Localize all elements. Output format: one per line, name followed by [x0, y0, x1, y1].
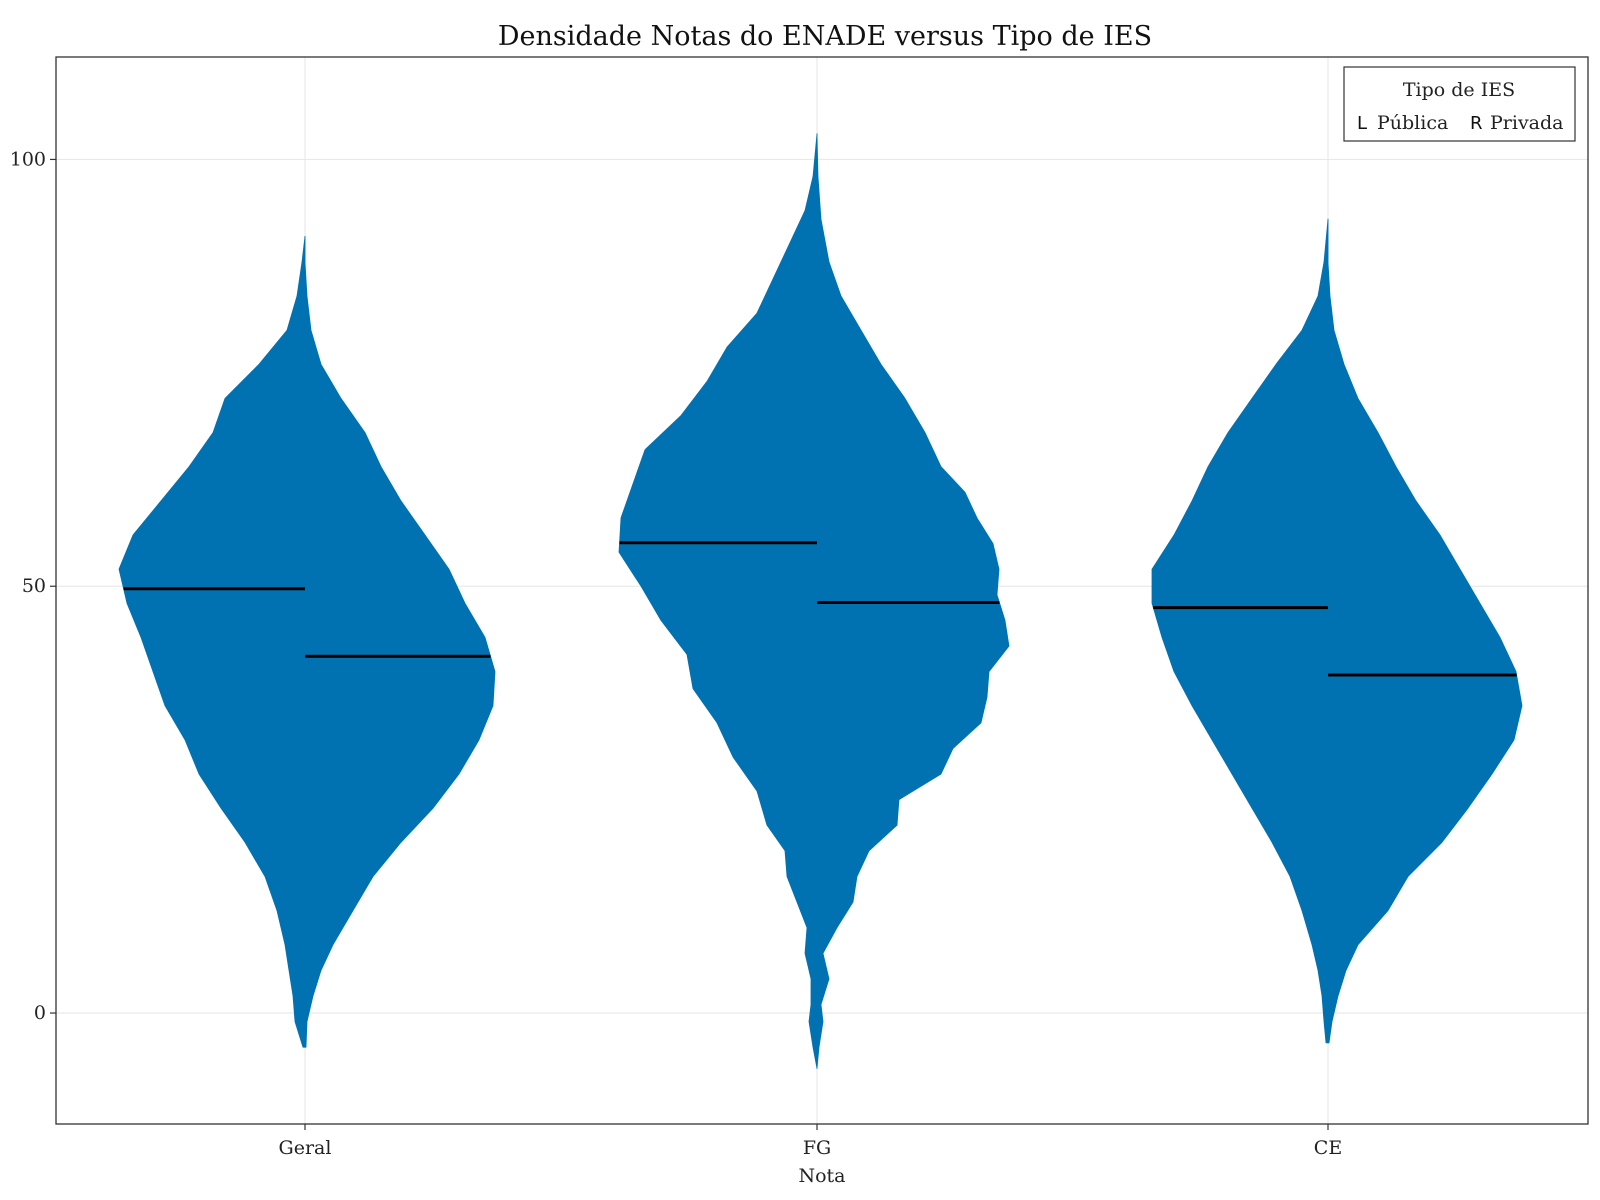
y-tick-label-50: 50 [22, 575, 46, 597]
y-tick-label-0: 0 [34, 1002, 46, 1024]
violins [118, 133, 1523, 1069]
legend-marker-right: R [1470, 113, 1483, 134]
legend: Tipo de IES L Pública R Privada [1343, 66, 1576, 142]
violin-left-Geral [118, 235, 306, 1048]
plot-frame [55, 56, 1589, 1125]
x-tick-label-Geral: Geral [279, 1137, 332, 1159]
legend-box [1343, 66, 1576, 142]
x-tick-label-CE: CE [1314, 1137, 1342, 1159]
violin-left-FG [618, 133, 818, 1069]
chart-title: Densidade Notas do ENADE versus Tipo de … [498, 21, 1152, 52]
violin-right-CE [1327, 218, 1523, 1044]
x-axis: Geral FG CE [279, 1124, 1342, 1159]
legend-title: Tipo de IES [1403, 79, 1515, 101]
y-axis: 0 50 100 [10, 148, 56, 1024]
median-lines [123, 541, 1517, 677]
legend-label-publica: Pública [1377, 112, 1448, 134]
violin-left-CE [1151, 218, 1329, 1044]
y-tick-label-100: 100 [10, 148, 46, 170]
violin-right-Geral [304, 235, 496, 1048]
legend-label-privada: Privada [1490, 112, 1564, 134]
x-tick-label-FG: FG [803, 1137, 831, 1159]
legend-marker-left: L [1357, 113, 1367, 134]
x-axis-label: Nota [798, 1165, 845, 1187]
